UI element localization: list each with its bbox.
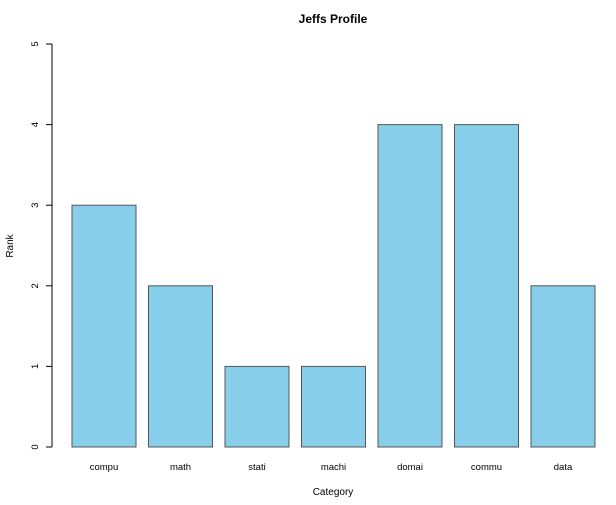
- x-tick-label: math: [170, 462, 191, 473]
- bar-math: [148, 285, 213, 448]
- x-tick-label: compu: [90, 462, 119, 473]
- bar-machi: [301, 365, 366, 448]
- x-tick-label: data: [554, 462, 573, 473]
- y-axis: 0 1 2 3 4 5: [30, 41, 53, 450]
- x-tick-label: stati: [248, 462, 265, 473]
- x-tick-label: commu: [471, 462, 502, 473]
- x-axis-title: Category: [313, 487, 354, 498]
- bar-data: [530, 285, 596, 448]
- x-tick-label: domai: [397, 462, 423, 473]
- y-tick-label: 2: [30, 283, 41, 288]
- y-tick-label: 5: [30, 41, 41, 46]
- bar-commu: [454, 124, 519, 448]
- y-tick-label: 0: [30, 444, 41, 449]
- y-tick-label: 4: [30, 122, 41, 127]
- bar-stati: [224, 365, 290, 448]
- bar-compu: [71, 204, 137, 448]
- x-axis-labels: compu math stati machi domai commu data: [90, 462, 573, 473]
- y-tick-label: 1: [30, 364, 41, 369]
- y-tick-label: 3: [30, 203, 41, 208]
- y-axis-title: Rank: [5, 233, 16, 257]
- bar-domai: [377, 124, 443, 448]
- chart-title: Jeffs Profile: [299, 12, 368, 26]
- x-tick-label: machi: [321, 462, 346, 473]
- plot-area: [71, 124, 596, 448]
